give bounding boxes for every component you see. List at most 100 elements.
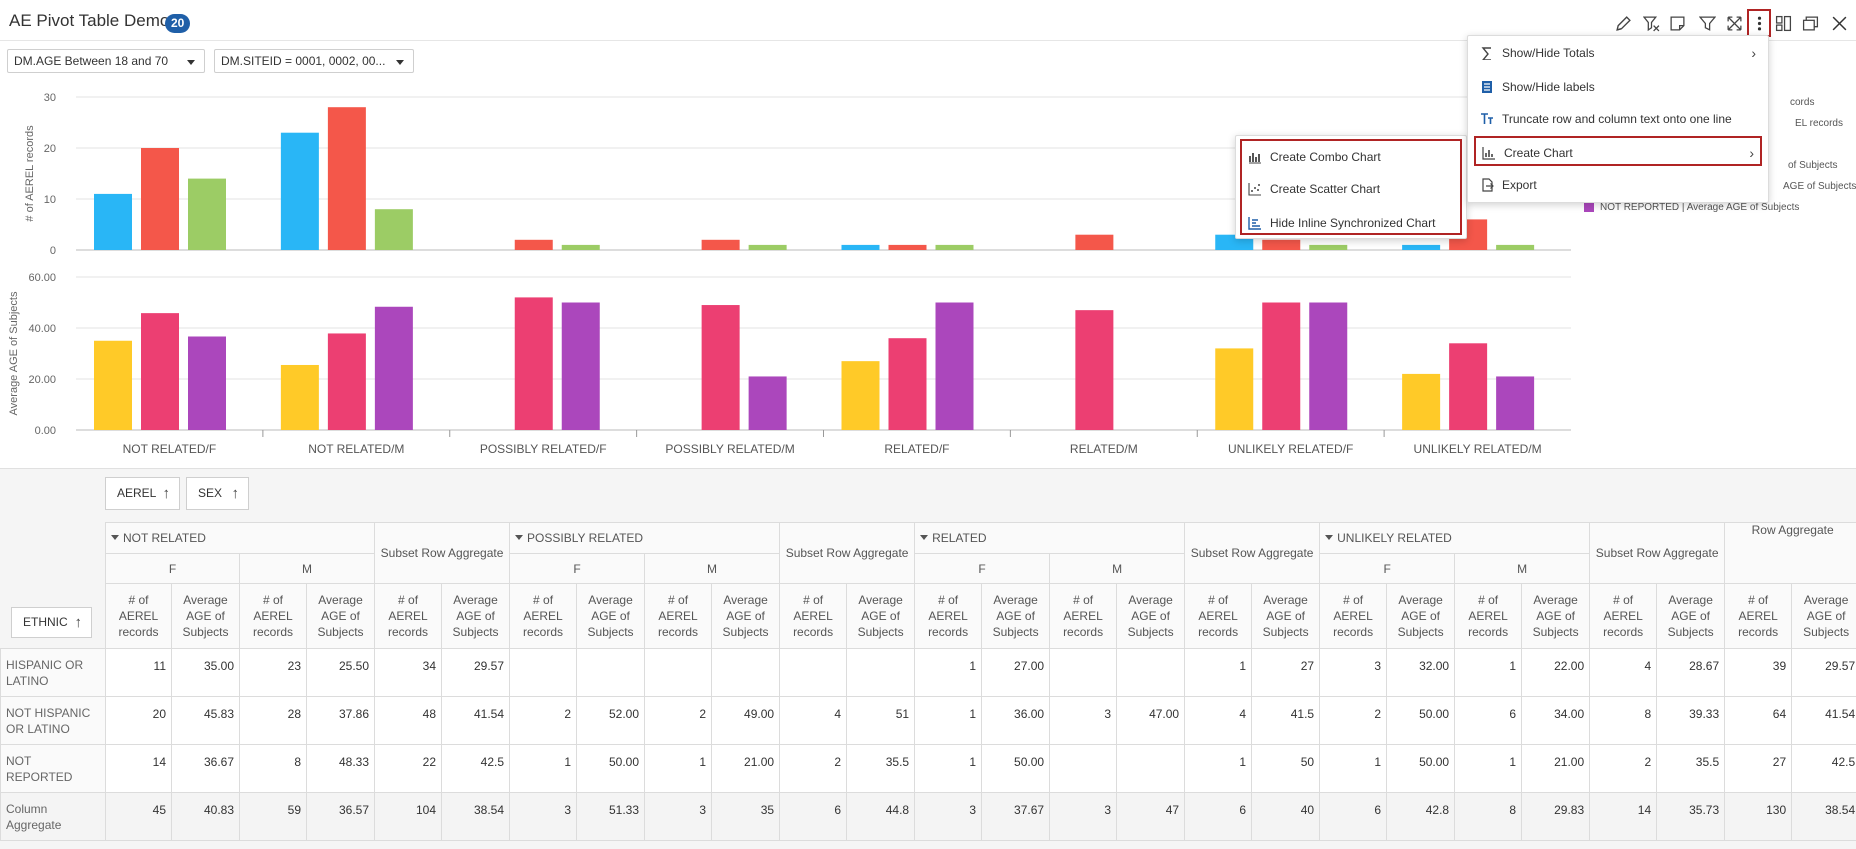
bar[interactable] [280, 364, 319, 430]
data-cell[interactable]: 36.67 [171, 744, 240, 793]
bar[interactable] [94, 193, 132, 250]
data-cell[interactable]: 48 [374, 696, 443, 745]
data-cell[interactable]: 39 [1724, 648, 1793, 697]
data-cell[interactable]: 8 [239, 744, 307, 793]
bar[interactable] [1215, 348, 1254, 430]
data-cell[interactable] [576, 648, 646, 697]
bar[interactable] [748, 376, 787, 430]
bar[interactable] [1075, 234, 1114, 250]
data-cell[interactable]: 40.83 [171, 792, 240, 841]
data-cell[interactable]: 35.73 [1656, 792, 1726, 841]
legend-item[interactable]: cords [1790, 97, 1814, 108]
ethnic-row-chip[interactable]: ETHNIC ↑ [11, 607, 92, 638]
data-cell[interactable]: 28 [239, 696, 307, 745]
bar[interactable] [1496, 244, 1535, 250]
data-cell[interactable] [1049, 648, 1118, 697]
data-cell[interactable]: 2 [644, 696, 713, 745]
data-cell[interactable]: 50.00 [981, 744, 1051, 793]
data-cell[interactable]: 6 [1319, 792, 1388, 841]
data-cell[interactable]: 47.00 [1116, 696, 1186, 745]
data-cell[interactable]: 48.33 [305, 744, 376, 793]
data-cell[interactable]: 130 [1724, 792, 1793, 841]
data-cell[interactable]: 44.8 [846, 792, 916, 841]
bar[interactable] [935, 244, 974, 250]
bar[interactable] [141, 313, 179, 430]
data-cell[interactable]: 27 [1724, 744, 1793, 793]
data-cell[interactable]: 3 [1049, 792, 1118, 841]
bar[interactable] [280, 132, 319, 250]
data-cell[interactable]: 34.00 [1521, 696, 1591, 745]
data-cell[interactable]: 42.5 [1791, 744, 1856, 793]
menu-item-create-combo-chart[interactable]: Create Combo Chart [1242, 142, 1460, 172]
data-cell[interactable]: 29.57 [441, 648, 511, 697]
menu-item-show-hide-totals[interactable]: Show/Hide Totals › [1474, 38, 1762, 68]
bar[interactable] [561, 244, 600, 250]
window-button[interactable] [1799, 12, 1821, 34]
data-cell[interactable]: 14 [1589, 792, 1658, 841]
data-cell[interactable]: 27.00 [981, 648, 1051, 697]
bar[interactable] [1449, 343, 1488, 430]
data-cell[interactable]: 42.8 [1386, 792, 1456, 841]
bar[interactable] [841, 361, 880, 430]
layout-button[interactable] [1772, 12, 1794, 34]
bar[interactable] [1496, 376, 1535, 430]
data-cell[interactable]: 29.83 [1521, 792, 1591, 841]
bar[interactable] [1262, 302, 1301, 431]
bar[interactable] [888, 244, 927, 250]
data-cell[interactable]: 1 [914, 696, 983, 745]
bar[interactable] [141, 148, 179, 250]
bar[interactable] [374, 306, 413, 430]
data-cell[interactable] [1049, 744, 1118, 793]
bar[interactable] [327, 333, 366, 430]
data-cell[interactable]: 41.54 [441, 696, 511, 745]
legend-item[interactable]: AGE of Subjects [1783, 181, 1856, 192]
filter-button[interactable] [1696, 12, 1718, 34]
data-cell[interactable] [644, 648, 713, 697]
bar[interactable] [514, 297, 553, 430]
bar[interactable] [935, 302, 974, 431]
data-cell[interactable]: 3 [914, 792, 983, 841]
data-cell[interactable]: 4 [1589, 648, 1658, 697]
data-cell[interactable]: 41.5 [1251, 696, 1321, 745]
data-cell[interactable]: 1 [1184, 744, 1253, 793]
data-cell[interactable]: 51 [846, 696, 916, 745]
data-cell[interactable]: 45.83 [171, 696, 240, 745]
data-cell[interactable]: 6 [779, 792, 848, 841]
data-cell[interactable]: 2 [509, 696, 578, 745]
data-cell[interactable]: 1 [914, 648, 983, 697]
data-cell[interactable] [509, 648, 578, 697]
column-group-header[interactable]: NOT RELATED [104, 522, 376, 554]
data-cell[interactable] [846, 648, 916, 697]
data-cell[interactable]: 45 [105, 792, 172, 841]
column-group-header[interactable]: POSSIBLY RELATED [509, 522, 781, 554]
bar[interactable] [561, 302, 600, 431]
menu-item-show-hide-labels[interactable]: Show/Hide labels [1474, 72, 1762, 102]
data-cell[interactable]: 2 [1589, 744, 1658, 793]
bar[interactable] [701, 305, 740, 430]
data-cell[interactable]: 32.00 [1386, 648, 1456, 697]
bar[interactable] [1402, 373, 1441, 430]
data-cell[interactable]: 8 [1589, 696, 1658, 745]
data-cell[interactable]: 21.00 [711, 744, 781, 793]
bar[interactable] [841, 244, 880, 250]
legend-item[interactable]: EL records [1795, 118, 1843, 129]
bar[interactable] [748, 244, 787, 250]
age-filter-dropdown[interactable]: DM.AGE Between 18 and 70 [7, 49, 205, 73]
data-cell[interactable]: 3 [644, 792, 713, 841]
menu-item-truncate-row-and-column-text-onto-one-line[interactable]: Truncate row and column text onto one li… [1474, 104, 1762, 134]
data-cell[interactable]: 22.00 [1521, 648, 1591, 697]
data-cell[interactable]: 4 [779, 696, 848, 745]
bar[interactable] [188, 336, 226, 430]
close-button[interactable] [1828, 12, 1850, 34]
data-cell[interactable]: 20 [105, 696, 172, 745]
data-cell[interactable] [1116, 648, 1186, 697]
data-cell[interactable]: 51.33 [576, 792, 646, 841]
aerel-column-chip[interactable]: AEREL ↑ [105, 477, 180, 510]
data-cell[interactable]: 38.54 [1791, 792, 1856, 841]
bar[interactable] [1402, 244, 1441, 250]
data-cell[interactable]: 39.33 [1656, 696, 1726, 745]
data-cell[interactable]: 35.00 [171, 648, 240, 697]
bar[interactable] [1262, 239, 1301, 250]
notes-button[interactable] [1666, 12, 1688, 34]
data-cell[interactable]: 29.57 [1791, 648, 1856, 697]
